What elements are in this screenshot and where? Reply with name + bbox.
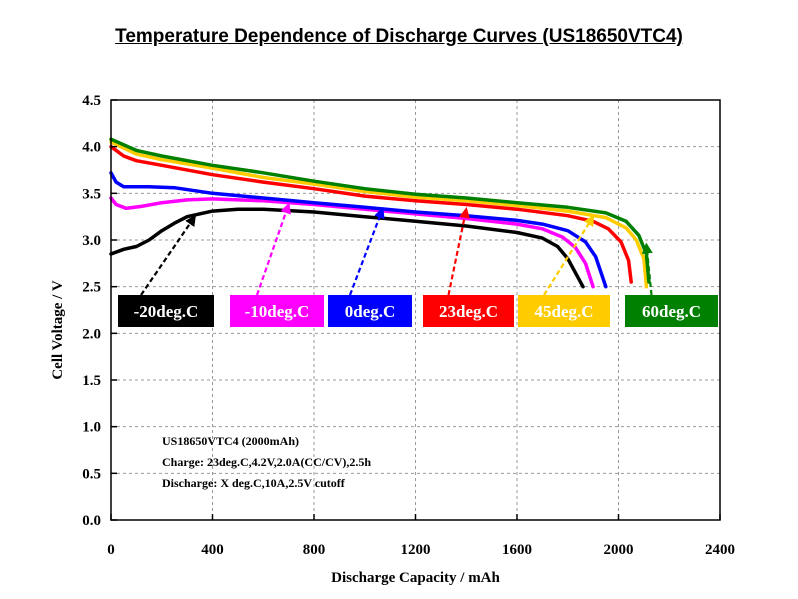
- note-line: Discharge: X deg.C,10A,2.5V cutoff: [162, 476, 346, 490]
- y-tick-label: 4.0: [82, 140, 101, 156]
- tag-arrow: [543, 214, 595, 296]
- y-tick-label: 2.0: [82, 326, 101, 342]
- temperature-tag-label: 0deg.C: [345, 302, 396, 321]
- temperature-tag-box: [118, 295, 214, 327]
- temperature-tag-label: -20deg.C: [134, 302, 199, 321]
- note-line: Charge: 23deg.C,4.2V,2.0A(CC/CV),2.5h: [162, 455, 371, 469]
- temperature-tag-label: 23deg.C: [439, 302, 498, 321]
- x-tick-label: 800: [303, 542, 326, 558]
- temperature-tag-label: 60deg.C: [642, 302, 701, 321]
- series-line-60degc: [109, 137, 651, 284]
- x-tick-label: 2400: [705, 542, 735, 558]
- x-tick-label: 1200: [401, 542, 431, 558]
- tag-arrow: [641, 242, 653, 296]
- note-line: US18650VTC4 (2000mAh): [162, 434, 299, 448]
- tag-arrow: [447, 207, 470, 296]
- temperature-tag-label: -10deg.C: [245, 302, 310, 321]
- temperature-tag-box: [328, 295, 412, 327]
- tag-arrow: [348, 207, 385, 296]
- x-axis-label: Discharge Capacity / mAh: [331, 570, 500, 586]
- series-line-10degc: [109, 196, 595, 289]
- series-line-23degc: [109, 144, 633, 284]
- test-conditions-note: US18650VTC4 (2000mAh) Charge: 23deg.C,4.2…: [162, 434, 371, 490]
- tag-arrows: [140, 202, 653, 296]
- y-tick-label: 0.5: [82, 466, 101, 482]
- axis-ticks: 0 400 800 1200 1600 2000 2400 0.0 0.5 1.0 1.5 2.0 2.…: [82, 93, 735, 558]
- x-tick-label: 1600: [502, 542, 532, 558]
- y-tick-label: 0.0: [82, 513, 101, 529]
- y-tick-label: 1.5: [82, 373, 101, 389]
- y-axis-label: Cell Voltage / V: [50, 280, 66, 379]
- series-group: [109, 137, 651, 289]
- series-line-0degc: [109, 171, 608, 289]
- temperature-tags: -20deg.C -10deg.C 0deg.C 23deg.C 45deg.C 60de…: [118, 295, 718, 327]
- temperature-tag-box: [423, 295, 514, 327]
- temperature-tag-box: [518, 295, 610, 327]
- y-tick-label: 4.5: [82, 93, 101, 109]
- x-tick-label: 0: [107, 542, 115, 558]
- series-line-45degc: [109, 140, 649, 289]
- x-tick-label: 400: [201, 542, 224, 558]
- temperature-tag-box: [625, 295, 718, 327]
- y-tick-label: 3.0: [82, 233, 101, 249]
- temperature-tag-label: 45deg.C: [534, 302, 593, 321]
- y-tick-label: 3.5: [82, 186, 101, 202]
- tag-arrow: [255, 202, 291, 296]
- x-tick-label: 2000: [604, 542, 634, 558]
- y-tick-label: 1.0: [82, 420, 101, 436]
- chart-title: Temperature Dependence of Discharge Curv…: [115, 26, 683, 47]
- temperature-tag-box: [230, 295, 324, 327]
- y-tick-label: 2.5: [82, 280, 101, 296]
